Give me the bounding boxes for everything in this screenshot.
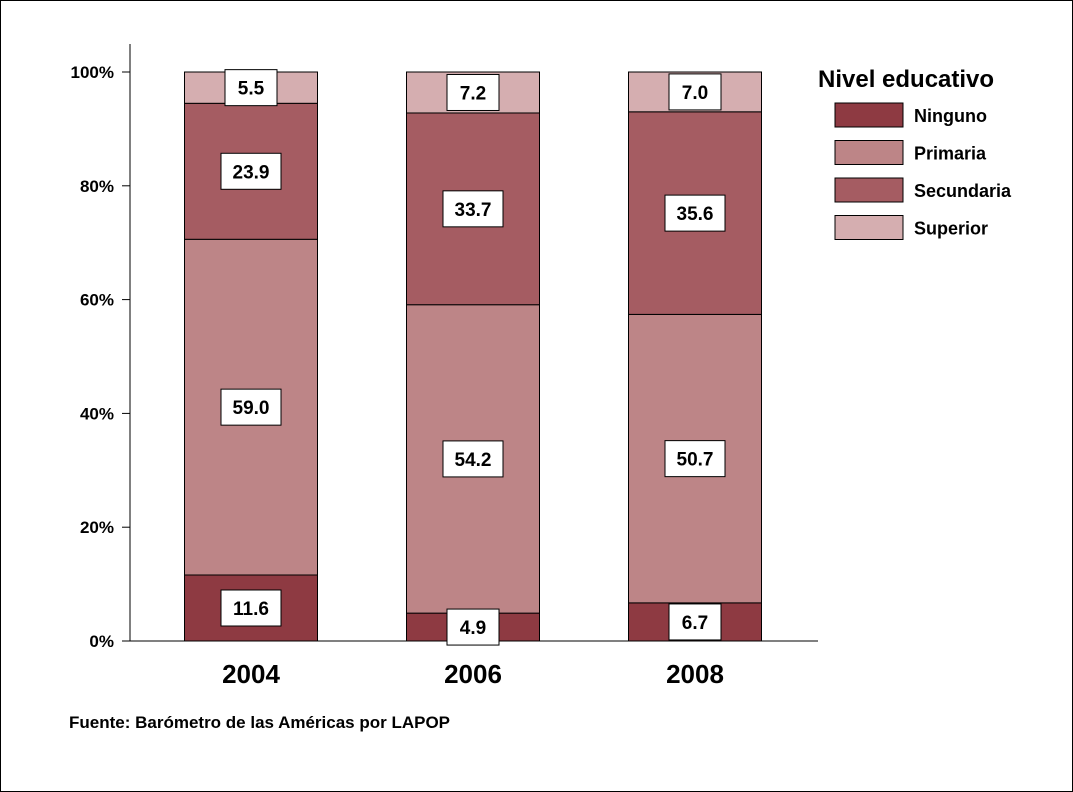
x-category-label: 2008 [666, 659, 724, 689]
data-label-value: 7.2 [460, 83, 486, 104]
legend: Nivel educativo Ninguno Primaria Secundari… [818, 66, 1012, 240]
legend-item-ninguno: Ninguno [834, 102, 987, 128]
y-tick-label: 100% [71, 63, 114, 82]
data-label-value: 59.0 [233, 398, 270, 419]
data-label-box [220, 589, 282, 627]
data-label-primaria-2006: 54.2 [442, 440, 504, 478]
data-label-primaria-2004: 59.0 [220, 388, 282, 426]
y-tick-label: 40% [80, 404, 114, 423]
data-label-box [668, 73, 722, 111]
data-label-box [220, 388, 282, 426]
data-label-ninguno-2006: 4.9 [446, 608, 500, 646]
y-tick-label: 80% [80, 177, 114, 196]
data-label-value: 54.2 [455, 450, 492, 471]
data-label-value: 33.7 [455, 200, 492, 221]
legend-label: Ninguno [914, 106, 987, 126]
data-label-ninguno-2008: 6.7 [668, 603, 722, 641]
y-tick-label: 60% [80, 291, 114, 310]
data-label-value: 5.5 [238, 79, 265, 100]
source-note: Fuente: Barómetro de las Américas por LA… [69, 713, 450, 732]
data-label-box [668, 603, 722, 641]
y-tick-label: 20% [80, 518, 114, 537]
data-label-ninguno-2004: 11.6 [220, 589, 282, 627]
y-tick-label: 0% [89, 632, 114, 651]
data-label-box [664, 194, 726, 232]
data-labels-layer: 11.6 59.0 23.9 5.5 4.9 54.2 33.7 7.2 6.7 50.7 35.6… [220, 69, 726, 646]
legend-label: Secundaria [914, 181, 1012, 201]
data-label-superior-2008: 7.0 [668, 73, 722, 111]
x-category-label: 2004 [222, 659, 280, 689]
data-label-value: 4.9 [460, 618, 486, 639]
x-category-label: 2006 [444, 659, 502, 689]
legend-swatch [834, 215, 904, 240]
legend-swatch [834, 140, 904, 165]
legend-item-superior: Superior [834, 215, 988, 240]
data-label-box [664, 440, 726, 478]
data-label-secundaria-2004: 23.9 [220, 152, 282, 190]
data-label-value: 50.7 [677, 450, 714, 471]
legend-label: Primaria [914, 144, 987, 164]
data-label-secundaria-2006: 33.7 [442, 190, 504, 228]
legend-label: Superior [914, 219, 988, 239]
legend-title: Nivel educativo [818, 66, 994, 93]
data-label-box [442, 190, 504, 228]
legend-item-secundaria: Secundaria [834, 177, 1012, 203]
data-label-box [224, 69, 278, 107]
data-label-value: 23.9 [233, 162, 270, 183]
legend-swatch [834, 177, 904, 203]
data-label-box [446, 73, 500, 111]
data-label-value: 35.6 [677, 204, 714, 225]
legend-item-primaria: Primaria [834, 140, 987, 165]
data-label-value: 11.6 [233, 599, 269, 620]
axes-layer: 0% 20% 40% 60% 80% 100% 2004 2006 2008 [71, 44, 818, 689]
data-label-box [442, 440, 504, 478]
legend-swatch [834, 102, 904, 128]
data-label-superior-2006: 7.2 [446, 73, 500, 111]
data-label-value: 6.7 [682, 613, 708, 634]
data-label-primaria-2008: 50.7 [664, 440, 726, 478]
data-label-superior-2004: 5.5 [224, 69, 278, 107]
data-label-box [220, 152, 282, 190]
data-label-secundaria-2008: 35.6 [664, 194, 726, 232]
data-label-box [446, 608, 500, 646]
data-label-value: 7.0 [682, 83, 708, 104]
